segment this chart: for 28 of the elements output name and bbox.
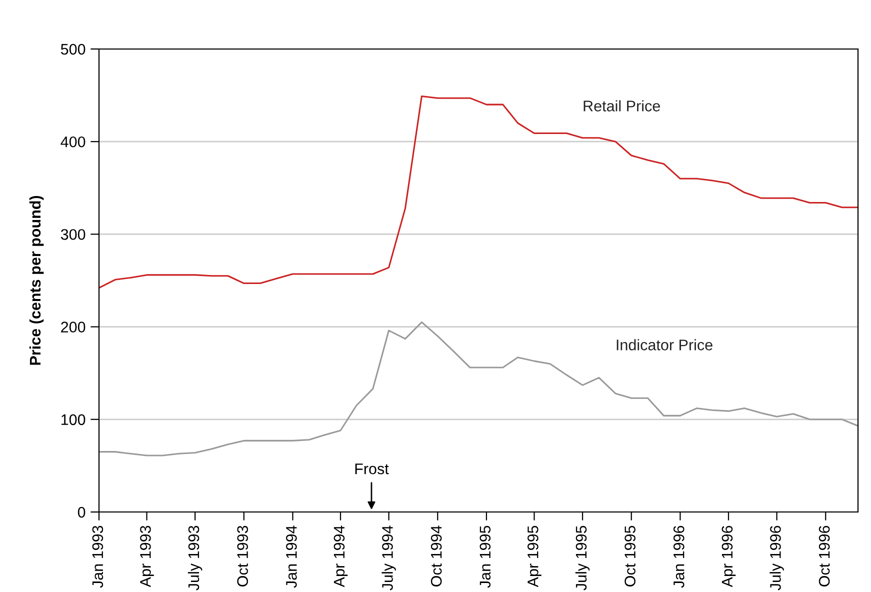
- series-label: Retail Price: [584, 100, 660, 112]
- x-tick-label: Oct 1994: [430, 526, 442, 586]
- y-axis-title: Price (cents per pound): [29, 196, 44, 365]
- x-tick-label: Apr 1995: [528, 526, 542, 588]
- y-tick-label: 300: [60, 229, 86, 240]
- x-tick-label: Apr 1993: [140, 526, 154, 588]
- x-tick-label: July 1995: [575, 526, 590, 590]
- y-tick-label: 200: [61, 322, 86, 332]
- x-tick-label: Oct 1995: [624, 526, 636, 586]
- x-tick-label: Jan 1993: [92, 526, 104, 588]
- x-tick-label: Apr 1994: [334, 526, 348, 588]
- text: Indicator Price: [616, 339, 712, 350]
- y-tick-label: 400: [60, 136, 86, 148]
- x-tick-label: Jan 1995: [480, 526, 491, 588]
- line-series: [99, 95, 858, 289]
- y-tick-label: 0: [78, 506, 86, 518]
- x-tick-label: Oct 1993: [237, 526, 248, 586]
- x-tick-label: Oct 1996: [818, 526, 830, 586]
- x-tick-label: Jan 1994: [286, 526, 297, 588]
- annotation: Frost: [355, 464, 389, 474]
- x-tick-label: Apr 1996: [722, 526, 736, 588]
- line-series: [99, 321, 858, 456]
- y-tick-label: 100: [61, 414, 86, 426]
- x-tick-label: July 1994: [382, 526, 396, 590]
- y-tick-label: 500: [60, 44, 86, 55]
- x-tick-label: July 1996: [770, 526, 784, 590]
- x-tick-label: July 1993: [188, 526, 202, 590]
- x-tick-label: Jan 1996: [673, 526, 684, 588]
